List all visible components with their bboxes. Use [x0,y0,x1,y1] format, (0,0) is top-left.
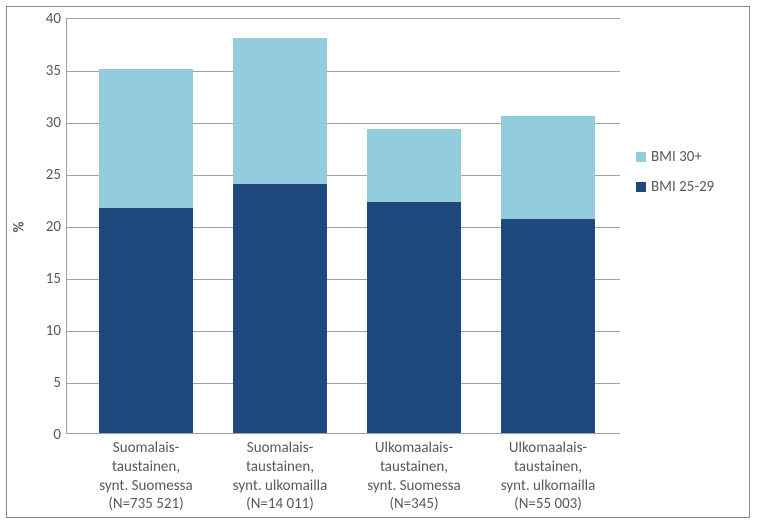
y-tick-label: 10 [46,322,61,340]
bar-segment-bmi-30-plus [99,69,193,208]
legend-swatch [636,152,646,162]
legend: BMI 30+ BMI 25-29 [636,148,714,208]
y-tick-label: 0 [53,426,61,444]
legend-label: BMI 30+ [651,148,702,166]
legend-item: BMI 30+ [636,148,714,166]
y-tick-label: 35 [46,62,61,80]
bar-segment-bmi-30-plus [367,129,461,202]
legend-swatch [636,182,646,192]
y-tick-label: 40 [46,10,61,28]
bar-segment-bmi-30-plus [233,38,327,185]
bar-segment-bmi-25-29 [99,208,193,433]
y-tick-label: 5 [53,374,61,392]
bar-segment-bmi-25-29 [501,219,595,433]
bar-segment-bmi-25-29 [233,184,327,433]
legend-item: BMI 25-29 [636,178,714,196]
x-tick-label: Ulkomaalais-taustainen,synt. ulkomailla(… [481,439,616,514]
bar-group [501,116,595,433]
x-tick-label: Suomalais-taustainen,synt. ulkomailla(N=… [213,439,348,514]
plot-area: 0510152025303540Suomalais-taustainen,syn… [66,18,620,434]
bmi-stacked-bar-chart: 0 5 10 15 20 25 30 35 40 Suomalais-taustainen,syn… [0,0,758,526]
bar-group [233,38,327,433]
bar-segment-bmi-25-29 [367,202,461,433]
y-tick-label: 15 [46,270,61,288]
bar-segment-bmi-30-plus [501,116,595,219]
x-tick-label: Ulkomaalais-taustainen,synt. Suomessa(N=… [347,439,482,514]
y-tick-label: 25 [46,166,61,184]
bar-group [99,69,193,433]
y-tick-label: 30 [46,114,61,132]
legend-label: BMI 25-29 [651,178,714,196]
y-tick-label: 20 [46,218,61,236]
y-axis-label: % [10,222,28,233]
bar-group [367,129,461,433]
x-tick-label: Suomalais-taustainen,synt. Suomessa(N=73… [79,439,214,514]
